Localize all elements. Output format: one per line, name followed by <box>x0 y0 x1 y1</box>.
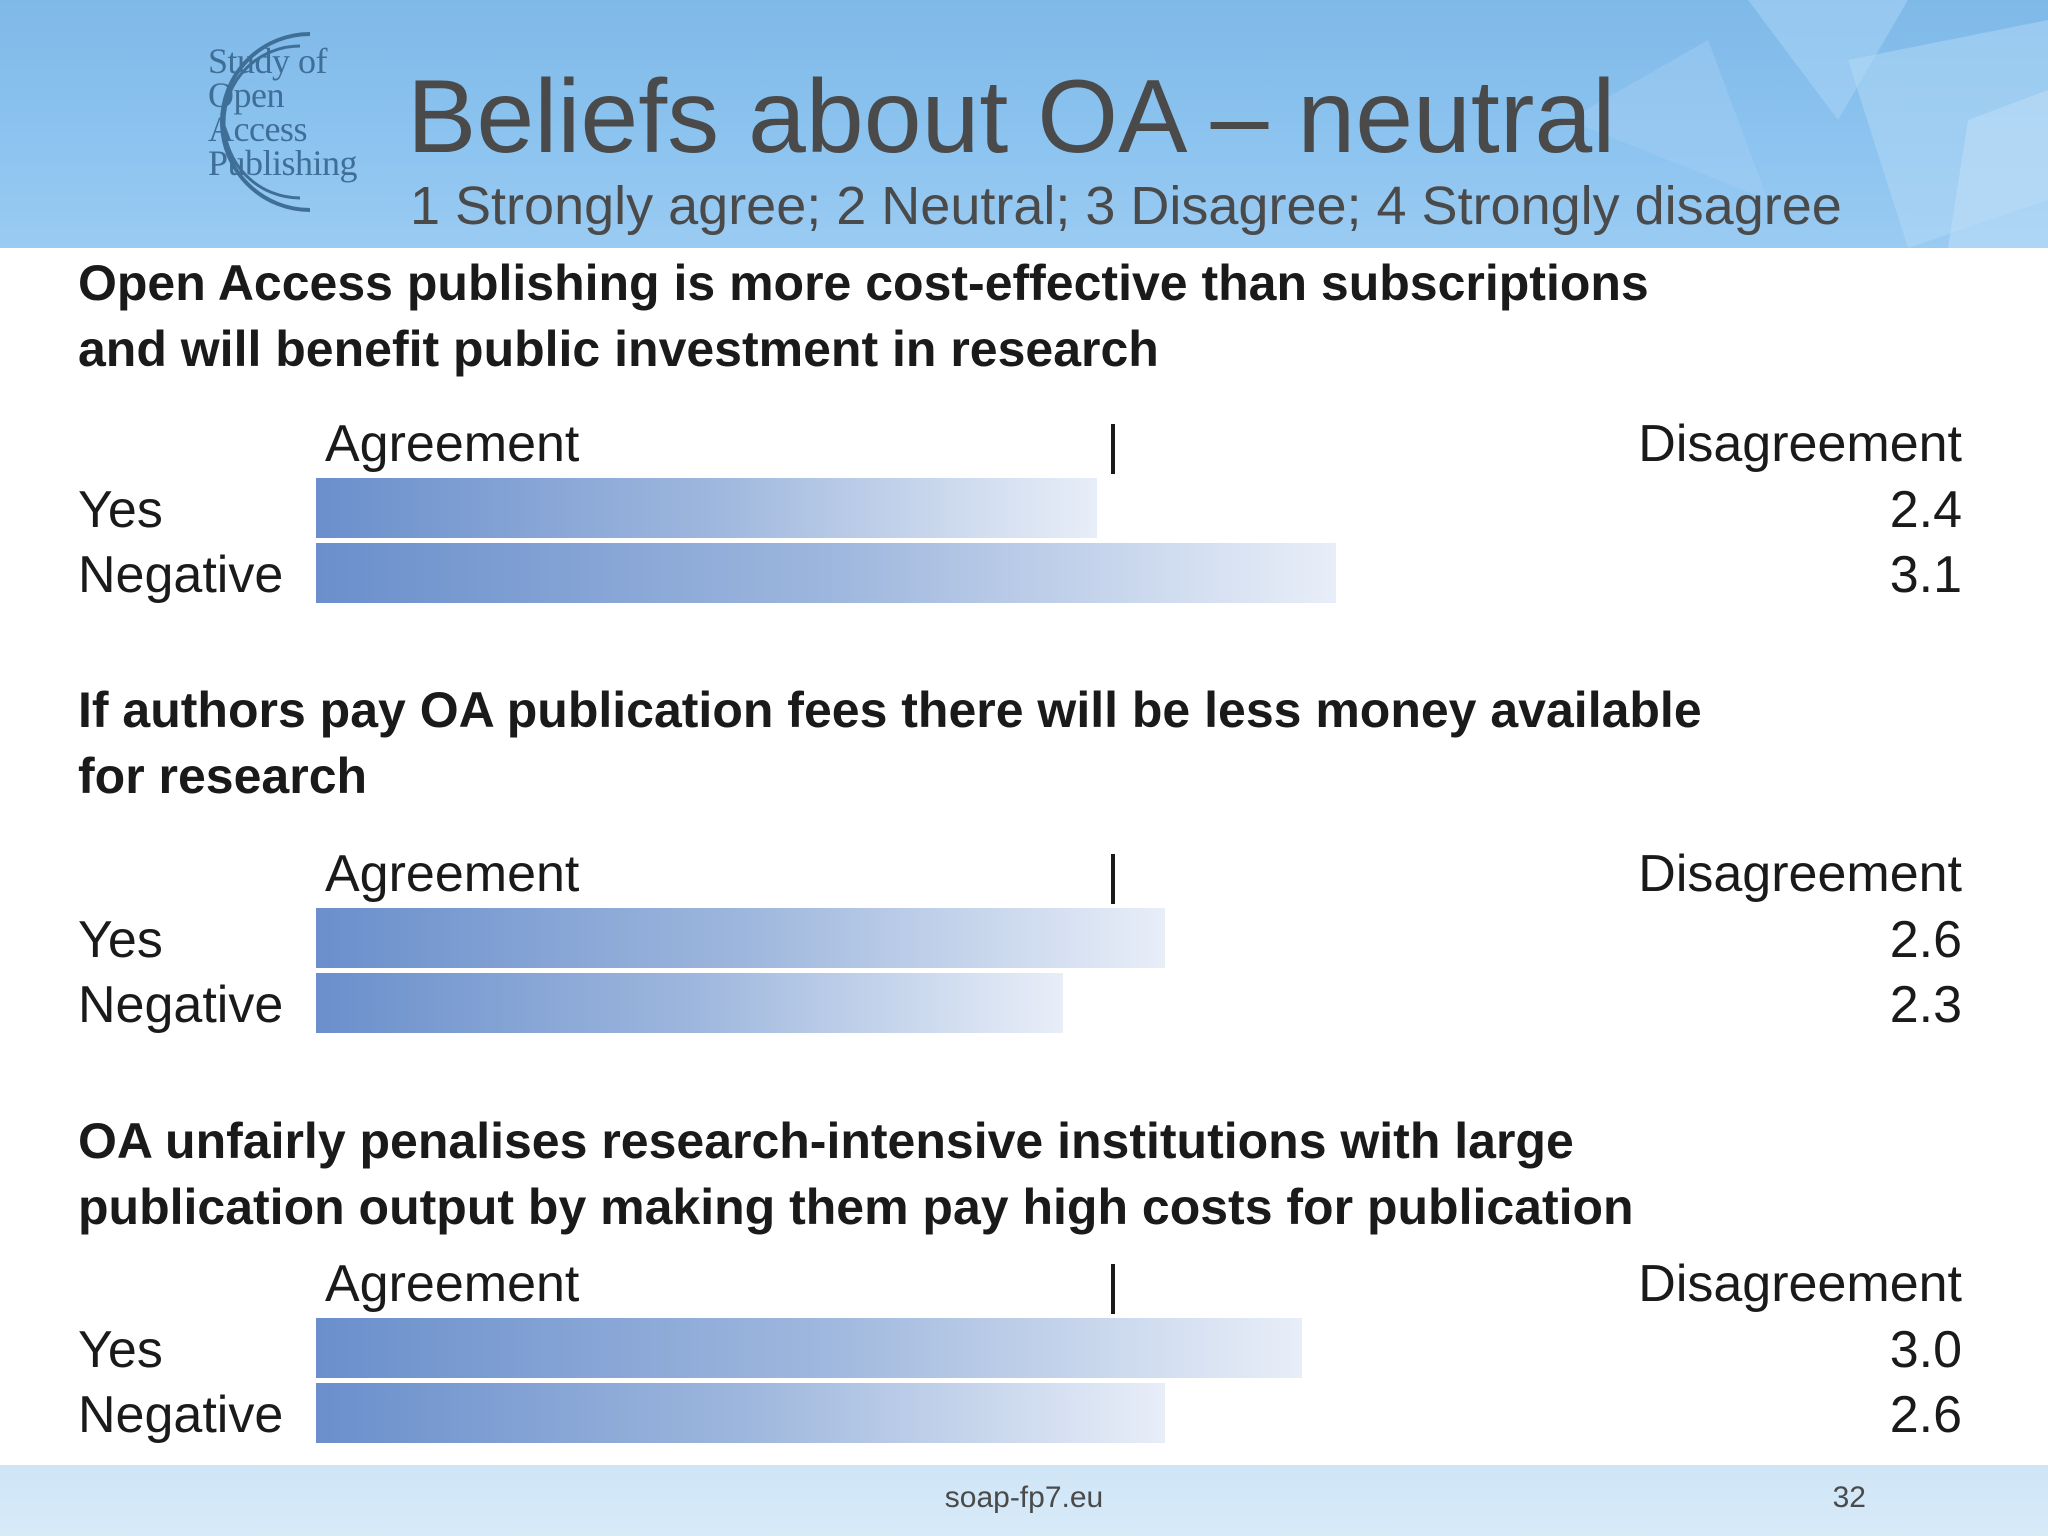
chart-3-bar-negative <box>316 1383 1166 1443</box>
chart-3-neutral-tick <box>1111 1264 1115 1314</box>
chart-3-disagreement-label: Disagreement <box>1638 1255 1962 1313</box>
chart-3-bar-yes <box>316 1318 1302 1378</box>
chart-3-category-label: Negative <box>78 1386 284 1444</box>
chart-1-bar-yes <box>316 478 1097 538</box>
chart-1-category-label: Yes <box>78 481 163 539</box>
logo-line: Access <box>208 109 307 149</box>
logo-line: Publishing <box>208 143 358 183</box>
chart-1-title: Open Access publishing is more cost-effe… <box>78 250 1649 382</box>
chart-1-title-line: Open Access publishing is more cost-effe… <box>78 255 1649 311</box>
chart-1-value-label: 2.4 <box>1889 481 1962 539</box>
chart-3-value-label: 3.0 <box>1889 1321 1962 1379</box>
page-title: Beliefs about OA – neutral <box>407 59 1616 175</box>
chart-2-agreement-label: Agreement <box>325 845 580 903</box>
chart-2-bar-yes <box>316 908 1166 968</box>
chart-2-title: If authors pay OA publication fees there… <box>78 677 1702 809</box>
chart-2-title-line: If authors pay OA publication fees there… <box>78 682 1702 738</box>
chart-2-neutral-tick <box>1111 854 1115 904</box>
slide-header: Study of Open Access Publishing Beliefs … <box>0 0 2048 248</box>
chart-3-value-label: 2.6 <box>1889 1386 1962 1444</box>
logo-text: Study of Open Access Publishing <box>208 41 358 183</box>
chart-1-agreement-label: Agreement <box>325 415 580 473</box>
chart-3-title-line: publication output by making them pay hi… <box>78 1179 1634 1235</box>
slide-footer: soap-fp7.eu 32 <box>0 1465 2048 1536</box>
chart-2-bar-negative <box>316 973 1063 1033</box>
footer-site: soap-fp7.eu <box>944 1481 1104 1514</box>
chart-2-value-label: 2.3 <box>1889 976 1962 1034</box>
chart-3-agreement-label: Agreement <box>325 1255 580 1313</box>
chart-2-category-label: Negative <box>78 976 284 1034</box>
chart-1-value-label: 3.1 <box>1889 546 1962 604</box>
chart-1-title-line: and will benefit public investment in re… <box>78 321 1159 377</box>
chart-1-bar-negative <box>316 543 1337 603</box>
chart-2-category-label: Yes <box>78 911 163 969</box>
chart-3-category-label: Yes <box>78 1321 163 1379</box>
chart-1-category-label: Negative <box>78 546 284 604</box>
logo-line: Study of <box>208 41 328 81</box>
page-number: 32 <box>1832 1481 1866 1514</box>
chart-2-disagreement-label: Disagreement <box>1638 845 1962 903</box>
chart-2-value-label: 2.6 <box>1889 911 1962 969</box>
chart-2-title-line: for research <box>78 748 368 804</box>
decorative-shapes <box>1568 0 2048 248</box>
chart-1-disagreement-label: Disagreement <box>1638 415 1962 473</box>
logo-arcs-icon <box>220 32 311 212</box>
chart-3-title-line: OA unfairly penalises research-intensive… <box>78 1113 1574 1169</box>
page-subtitle: 1 Strongly agree; 2 Neutral; 3 Disagree;… <box>410 176 1842 236</box>
chart-1-neutral-tick <box>1111 424 1115 474</box>
chart-3-title: OA unfairly penalises research-intensive… <box>78 1108 1634 1240</box>
logo-line: Open <box>208 75 284 115</box>
